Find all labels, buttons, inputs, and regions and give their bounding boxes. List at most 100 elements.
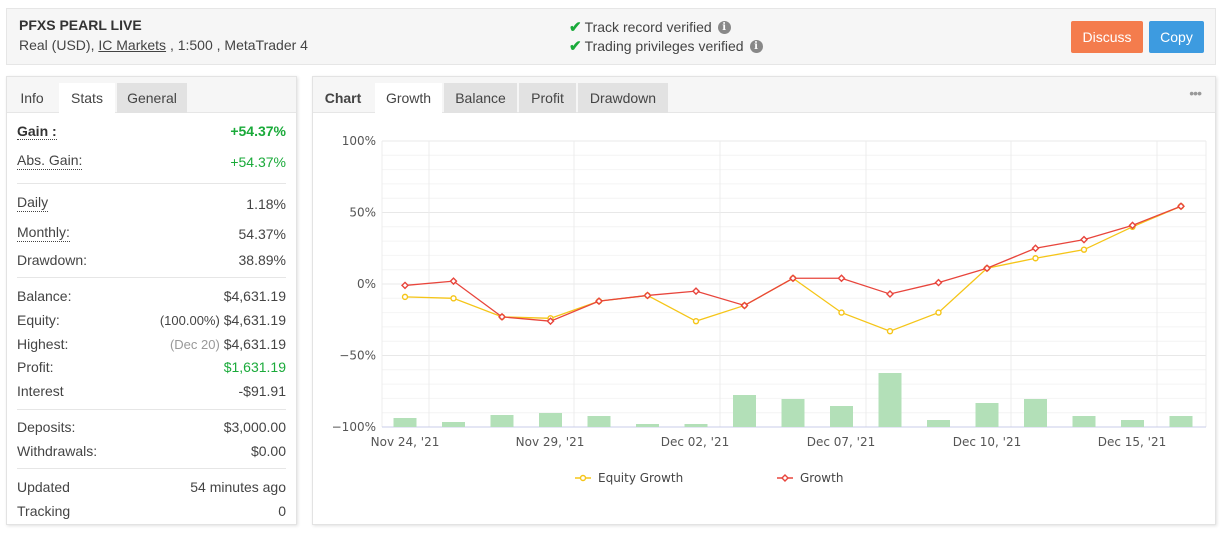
highest-date: (Dec 20) [169, 337, 220, 352]
data-point[interactable] [837, 274, 846, 283]
equity-amount: $4,631.19 [223, 312, 286, 328]
account-name: PFXS PEARL LIVE [19, 17, 142, 33]
tab-balance[interactable]: Balance [444, 83, 517, 113]
tab-growth[interactable]: Growth [375, 83, 442, 114]
stat-label: Highest: [17, 336, 69, 352]
stat-label[interactable]: Abs. Gain: [17, 152, 83, 170]
data-point[interactable] [1128, 221, 1137, 230]
stat-deposits: Deposits: $3,000.00 [17, 419, 286, 435]
data-point[interactable] [935, 309, 942, 316]
ellipsis-icon[interactable]: ••• [1189, 85, 1202, 101]
tab-chart: Chart [324, 90, 362, 106]
stat-gain: Gain : +54.37% [17, 123, 286, 140]
account-details: Real (USD), IC Markets , 1:500 , MetaTra… [19, 37, 308, 53]
stat-updated: Updated 54 minutes ago [17, 479, 286, 495]
svg-text:Dec 07, '21: Dec 07, '21 [807, 435, 876, 449]
divider [17, 277, 286, 278]
stat-label: Interest [17, 383, 64, 399]
stat-withdrawals: Withdrawals: $0.00 [17, 443, 286, 459]
svg-text:−50%: −50% [339, 349, 376, 363]
stat-value: +54.37% [230, 154, 286, 170]
legend-item[interactable]: Growth [777, 471, 843, 485]
track-record-verified: ✔ Track record verified i [569, 18, 731, 36]
info-icon[interactable]: i [749, 39, 763, 53]
svg-text:Dec 15, '21: Dec 15, '21 [1098, 435, 1167, 449]
data-point[interactable] [546, 317, 555, 326]
data-point[interactable] [450, 295, 457, 302]
stat-profit: Profit: $1,631.19 [17, 359, 286, 375]
x-axis-labels: Nov 24, '21 Nov 29, '21 Dec 02, '21 Dec 07,… [371, 435, 1167, 449]
data-point[interactable] [740, 301, 749, 310]
divider [17, 183, 286, 184]
equity-growth-series [401, 203, 1185, 335]
stat-value: 0 [278, 503, 286, 519]
tab-general[interactable]: General [117, 83, 187, 113]
svg-text:50%: 50% [349, 206, 376, 220]
stat-label: Tracking [17, 503, 71, 519]
leverage: , 1:500 , [169, 37, 221, 53]
svg-text:Nov 24, '21: Nov 24, '21 [371, 435, 440, 449]
data-point[interactable] [934, 278, 943, 287]
svg-text:Equity Growth: Equity Growth [598, 471, 683, 485]
stat-label: Drawdown: [17, 252, 88, 268]
broker-link[interactable]: IC Markets [98, 37, 167, 53]
data-point[interactable] [449, 277, 458, 286]
stat-abs-gain: Abs. Gain: +54.37% [17, 152, 286, 170]
data-point[interactable] [1032, 255, 1039, 262]
stat-value: -$91.91 [238, 383, 286, 399]
data-point[interactable] [886, 327, 894, 335]
svg-text:Nov 29, '21: Nov 29, '21 [516, 435, 585, 449]
data-point[interactable] [401, 293, 409, 301]
data-point[interactable] [1031, 244, 1040, 253]
stat-tracking: Tracking 0 [17, 503, 286, 519]
chart-grid [381, 140, 1207, 428]
data-point[interactable] [401, 281, 409, 290]
data-point[interactable] [1080, 235, 1088, 244]
data-point[interactable] [789, 274, 797, 283]
stat-label[interactable]: Monthly: [17, 224, 70, 242]
tab-drawdown[interactable]: Drawdown [578, 83, 668, 113]
data-point[interactable] [692, 287, 700, 296]
svg-text:Growth: Growth [800, 471, 843, 485]
highest-amount: $4,631.19 [223, 336, 286, 352]
svg-text:100%: 100% [342, 134, 376, 148]
data-point[interactable] [498, 312, 506, 321]
stat-value: $3,000.00 [223, 419, 286, 435]
stat-value: +54.37% [230, 123, 286, 139]
tab-info[interactable]: Info [20, 90, 44, 106]
stat-drawdown: Drawdown: 38.89% [17, 252, 286, 268]
tab-profit[interactable]: Profit [519, 83, 576, 113]
data-point[interactable] [983, 264, 991, 273]
data-point[interactable] [1177, 202, 1185, 211]
svg-text:Dec 02, '21: Dec 02, '21 [661, 435, 730, 449]
data-point[interactable] [692, 317, 700, 325]
data-point[interactable] [643, 291, 652, 300]
chart-legend: Equity Growth Growth [575, 471, 843, 485]
stat-value: 38.89% [238, 252, 286, 268]
stat-label[interactable]: Daily [17, 194, 49, 212]
stat-value: $4,631.19 [223, 288, 286, 304]
svg-text:Dec 10, '21: Dec 10, '21 [953, 435, 1022, 449]
info-icon[interactable]: i [717, 20, 731, 34]
stat-label: Updated [17, 479, 70, 495]
data-point[interactable] [1080, 246, 1088, 253]
stat-label: Withdrawals: [17, 443, 98, 459]
growth-series [401, 202, 1185, 326]
data-point[interactable] [595, 297, 603, 306]
platform: MetaTrader 4 [224, 37, 308, 53]
tab-stats[interactable]: Stats [59, 83, 115, 114]
account-type: Real (USD), [19, 37, 95, 53]
stat-daily: Daily 1.18% [17, 194, 286, 212]
stats-panel: Info Stats General Gain : +54.37% Abs. G… [6, 76, 297, 525]
svg-text:−100%: −100% [332, 420, 376, 434]
data-point[interactable] [838, 309, 845, 316]
legend-item[interactable]: Equity Growth [575, 471, 683, 485]
copy-button[interactable]: Copy [1149, 21, 1204, 53]
stat-equity: Equity: (100.00%) $4,631.19 [17, 312, 286, 328]
discuss-button[interactable]: Discuss [1071, 21, 1143, 53]
data-point[interactable] [886, 290, 894, 298]
equity-percent: (100.00%) [159, 313, 220, 328]
stat-label[interactable]: Gain : [17, 123, 57, 140]
stat-highest: Highest: (Dec 20) $4,631.19 [17, 336, 286, 352]
divider [17, 468, 286, 469]
